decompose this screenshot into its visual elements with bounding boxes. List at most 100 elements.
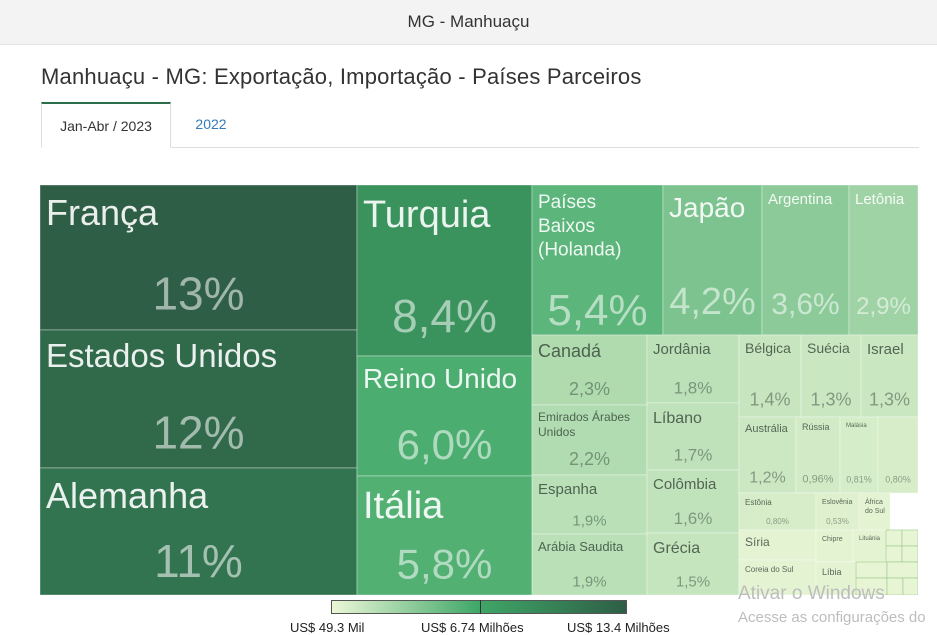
tile-small-7[interactable] [886,577,904,595]
tile-rect-suecia [800,334,862,418]
tile-rect-israel [860,334,918,418]
tile-name-siria: Síria [745,535,770,549]
tile-rect-unnamed-24 [877,416,918,494]
tile-name-belgica: Bélgica [745,340,791,356]
tile-value-franca: 13% [152,268,244,320]
tile-israel[interactable]: Israel 1,3% [860,334,918,418]
tile-name-lituania: Lituânia [859,536,881,542]
legend-mid-tick [480,600,481,614]
tile-espanha[interactable]: Espanha 1,9% [531,474,648,535]
tile-jordania[interactable]: Jordânia 1,8% [646,334,740,404]
tile-name-turquia: Turquia [363,194,491,236]
tab-2022[interactable]: 2022 [195,116,227,132]
tile-rect-grecia [646,532,740,595]
tile-franca[interactable]: França 13% [40,185,358,331]
tile-small-4[interactable] [855,561,888,579]
tile-small-0[interactable] [885,529,903,547]
tile-name-eslovenia: Eslovênia [822,499,852,506]
tile-chipre[interactable]: Chipre [815,529,854,563]
tile-coreia-do-sul[interactable]: Coreia do Sul [738,559,817,595]
tile-value-russia: 0,96% [802,473,833,485]
windows-activation-hint: Acesse as configurações do [738,609,926,626]
tile-rect-espanha [531,474,648,535]
tile-arabia-saudita[interactable]: Arábia Saudita 1,9% [531,533,648,595]
tile-rect-turquia [356,185,533,357]
tile-value-eslovenia: 0,53% [826,517,849,526]
tile-value-japao: 4,2% [669,281,756,323]
tile-name-arabia-saudita: Arábia Saudita [538,539,624,554]
tile-name-jordania: Jordânia [653,341,711,358]
location-title: MG - Manhuaçu [407,12,530,31]
tile-colombia[interactable]: Colômbia 1,6% [646,469,740,534]
tile-value-argentina: 3,6% [771,288,839,321]
tile-name-australia: Austrália [745,423,789,435]
tile-paises-baixos-holanda[interactable]: Países Baixos (Holanda) 5,4% [531,185,664,336]
tile-small-2[interactable] [885,545,903,563]
tile-value-italia: 5,8% [397,540,493,587]
tile-name-canada: Canadá [538,341,602,361]
tile-value-colombia: 1,6% [674,509,713,528]
tile-africa-do-sul[interactable]: África do Sul [858,492,891,531]
tile-name-grecia: Grécia [653,540,700,557]
legend-mid-label: US$ 6.74 Milhões [421,620,524,635]
tile-name-chipre: Chipre [822,536,843,543]
tile-rect-coreia-do-sul [738,559,817,595]
tile-name-paises-baixos-holanda: Países Baixos (Holanda) [538,192,621,261]
tile-name-estados-unidos: Estados Unidos [46,337,277,374]
tile-lituania[interactable]: Lituânia [852,529,887,563]
tile-canada[interactable]: Canadá 2,3% [531,334,648,406]
tile-estonia[interactable]: Estônia 0,80% [738,492,817,531]
tile-argentina[interactable]: Argentina 3,6% [761,185,850,336]
tile-rect-belgica [738,334,802,418]
tile-rect-libia [815,561,857,595]
tile-libano[interactable]: Líbano 1,7% [646,402,740,471]
tile-rect-estonia [738,492,817,531]
tile-rect-argentina [761,185,850,336]
tile-value-belgica: 1,4% [749,390,790,410]
tile-japao[interactable]: Japão 4,2% [662,185,763,336]
tile-value-alemanha: 11% [154,535,243,587]
tile-estados-unidos[interactable]: Estados Unidos 12% [40,329,358,469]
tile-small-3[interactable] [901,545,918,563]
tile-australia[interactable]: Austrália 1,2% [738,416,797,494]
tile-small-5[interactable] [886,561,918,579]
tile-russia[interactable]: Rússia 0,96% [795,416,841,494]
legend-min-label: US$ 49.3 Mil [290,620,365,635]
tile-value-grecia: 1,5% [676,573,710,590]
tile-turquia[interactable]: Turquia 8,4% [356,185,533,357]
tile-rect-paises-baixos-holanda [531,185,664,336]
tile-rect-estados-unidos [40,329,358,469]
tile-value-espanha: 1,9% [572,513,606,530]
tile-rect-australia [738,416,797,494]
legend-max-label: US$ 13.4 Milhões [567,620,670,635]
tile-eslovenia[interactable]: Eslovênia 0,53% [815,492,860,531]
tile-rect-italia [356,475,533,595]
tile-grecia[interactable]: Grécia 1,5% [646,532,740,595]
tile-malasia[interactable]: Malásia 0,81% [839,416,879,494]
tile-italia[interactable]: Itália 5,8% [356,475,533,595]
tile-value-malasia: 0,81% [846,474,872,484]
tile-libia[interactable]: Líbia [815,561,857,595]
color-scale-legend [331,600,627,614]
tile-alemanha[interactable]: Alemanha 11% [40,467,358,595]
tile-rect-emirados-arabes-unidos [531,404,648,476]
tile-name-africa-do-sul: África do Sul [865,497,885,515]
tile-small-8[interactable] [902,577,918,595]
tile-siria[interactable]: Síria [738,529,817,561]
tile-name-franca: França [46,192,159,233]
page-title: Manhuaçu - MG: Exportação, Importação - … [41,64,642,89]
tile-value-emirados-arabes-unidos: 2,2% [569,449,610,469]
period-tabs: Jan-Abr / 2023 2022 [41,102,919,148]
tile-suecia[interactable]: Suécia 1,3% [800,334,862,418]
tile-small-1[interactable] [901,529,918,547]
tab-jan-abr-2023[interactable]: Jan-Abr / 2023 [41,102,171,148]
tile-name-japao: Japão [669,192,745,223]
tile-value-unnamed-24: 0,80% [885,474,911,484]
tile-letonia[interactable]: Letônia 2,9% [848,185,918,336]
tile-belgica[interactable]: Bélgica 1,4% [738,334,802,418]
tile-reino-unido[interactable]: Reino Unido 6,0% [356,355,533,477]
tile-emirados-arabes-unidos[interactable]: Emirados Árabes Unidos 2,2% [531,404,648,476]
tile-unnamed-24[interactable]: 0,80% [877,416,918,494]
tile-name-espanha: Espanha [538,481,598,498]
tile-value-suecia: 1,3% [810,390,851,410]
